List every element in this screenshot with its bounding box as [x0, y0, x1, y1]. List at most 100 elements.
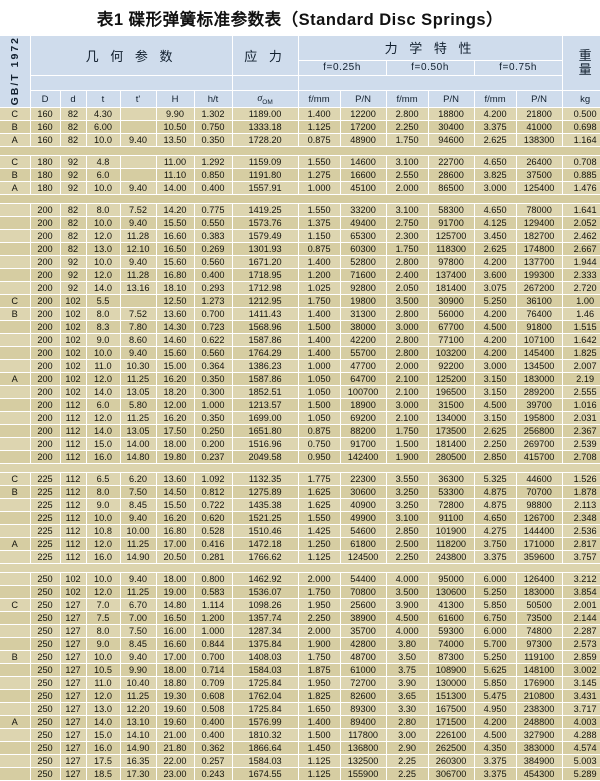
cell-deflection-f-050: 2.100 [386, 372, 429, 387]
cell-deflection-f-075: 3.000 [474, 181, 517, 196]
cell-deflection-f-025: 2.000 [298, 572, 341, 587]
table-row: 250 102 12.0 11.25 19.00 0.583 1536.07 1.750 708… [0, 585, 600, 600]
cell-outer-diameter-D: 200 [30, 255, 61, 270]
cell-thickness-t: 10.0 [86, 181, 121, 196]
cell-load-P-050: 167500 [428, 702, 475, 717]
cell-thickness-t: 6.00 [86, 120, 121, 135]
cell-h-over-t-ratio: 0.250 [194, 424, 233, 439]
standard-label-cell: GB/T 1972 [0, 36, 31, 109]
cell-deflection-f-050: 2.100 [386, 385, 429, 400]
cell-load-P-075: 267200 [516, 281, 563, 296]
cell-deflection-f-075: 3.150 [474, 411, 517, 426]
cell-deflection-f-050: 2.400 [386, 268, 429, 283]
cell-stress-sigma-om: 1472.18 [232, 537, 299, 552]
cell-thickness-t: 12.0 [86, 372, 121, 387]
cell-load-P-025: 38900 [340, 611, 387, 626]
cell-deflection-f-075: 5.325 [474, 472, 517, 487]
cell-h-over-t-ratio: 0.700 [194, 307, 233, 322]
cell-stress-sigma-om: 1557.91 [232, 181, 299, 196]
header-row-columns: D d t t' H h/t σOM f/mm P/N f/mm P/N f/m… [0, 90, 600, 109]
col-header-P-025: P/N [340, 90, 387, 109]
cell-load-P-025: 60300 [340, 242, 387, 257]
cell-deflection-f-075: 2.625 [474, 133, 517, 148]
cell-load-P-075: 199300 [516, 268, 563, 283]
cell-weight-kg: 1.878 [562, 485, 600, 500]
cell-load-P-075: 144400 [516, 524, 563, 539]
cell-weight-kg: 2.817 [562, 537, 600, 552]
cell-deflection-f-050: 1.500 [386, 437, 429, 452]
cell-weight-kg: 1.642 [562, 333, 600, 348]
cell-load-P-025: 64700 [340, 372, 387, 387]
cell-deflection-f-075: 2.250 [474, 437, 517, 452]
cell-deflection-f-025: 1.750 [298, 585, 341, 600]
cell-series-group [0, 333, 31, 348]
cell-thickness-t: 9.0 [86, 498, 121, 513]
table-row: 200 92 10.0 9.40 15.60 0.560 1671.20 1.400 52800… [0, 255, 600, 270]
cell-deflection-f-075: 4.200 [474, 333, 517, 348]
table-row: 200 82 13.0 12.10 16.50 0.269 1301.93 0.875 6030… [0, 242, 600, 257]
cell-deflection-f-075: 2.625 [474, 242, 517, 257]
cell-deflection-f-025: 1.900 [298, 637, 341, 652]
cell-load-P-050: 92200 [428, 359, 475, 374]
table-row-spacer [0, 563, 600, 574]
cell-series-group [0, 281, 31, 296]
header-weight-line2: 量 [578, 61, 592, 77]
cell-h-over-t-ratio: 0.293 [194, 281, 233, 296]
cell-weight-kg: 2.859 [562, 650, 600, 665]
cell-free-height-H: 22.00 [156, 754, 195, 769]
cell-deflection-f-025: 1.125 [298, 550, 341, 565]
cell-reduced-thickness-t-prime: 14.90 [120, 741, 157, 756]
cell-outer-diameter-D: 225 [30, 511, 61, 526]
cell-load-P-075: 171000 [516, 537, 563, 552]
cell-series-group [0, 320, 31, 335]
cell-deflection-f-075: 6.000 [474, 572, 517, 587]
cell-load-P-025: 89300 [340, 702, 387, 717]
cell-deflection-f-075: 5.700 [474, 637, 517, 652]
cell-deflection-f-050: 3.30 [386, 702, 429, 717]
cell-load-P-075: 70700 [516, 485, 563, 500]
cell-load-P-025: 42800 [340, 637, 387, 652]
sigma-subscript: OM [262, 98, 273, 106]
cell-stress-sigma-om: 1408.03 [232, 650, 299, 665]
cell-series-group [0, 424, 31, 439]
cell-deflection-f-050: 1.750 [386, 242, 429, 257]
cell-outer-diameter-D: 180 [30, 181, 61, 196]
cell-thickness-t: 12.0 [86, 268, 121, 283]
cell-reduced-thickness-t-prime: 8.45 [120, 498, 157, 513]
cell-load-P-075: 50500 [516, 598, 563, 613]
col-header-P-050: P/N [428, 90, 475, 109]
cell-reduced-thickness-t-prime: 10.30 [120, 359, 157, 374]
table-row: 250 127 8.0 7.50 16.00 1.000 1287.34 2.000 35700… [0, 624, 600, 639]
cell-load-P-050: 31500 [428, 398, 475, 413]
cell-weight-kg: 2.19 [562, 372, 600, 387]
header-filler-stress [232, 75, 299, 91]
cell-load-P-050: 74000 [428, 637, 475, 652]
cell-h-over-t-ratio: 0.350 [194, 372, 233, 387]
cell-load-P-075: 21800 [516, 107, 563, 122]
cell-series-group: B [0, 485, 31, 500]
cell-load-P-075: 454300 [516, 767, 563, 781]
cell-deflection-f-025: 1.200 [298, 268, 341, 283]
cell-load-P-025: 89400 [340, 715, 387, 730]
cell-series-group [0, 242, 31, 257]
cell-deflection-f-075: 3.450 [474, 229, 517, 244]
cell-deflection-f-075: 4.650 [474, 155, 517, 170]
cell-deflection-f-075: 5.250 [474, 650, 517, 665]
cell-reduced-thickness-t-prime: 7.52 [120, 203, 157, 218]
cell-deflection-f-025: 1.625 [298, 498, 341, 513]
cell-series-group: C [0, 155, 31, 170]
cell-load-P-025: 155900 [340, 767, 387, 781]
cell-thickness-t: 10.0 [86, 650, 121, 665]
cell-load-P-025: 49900 [340, 511, 387, 526]
cell-stress-sigma-om: 1671.20 [232, 255, 299, 270]
cell-load-P-050: 181400 [428, 437, 475, 452]
cell-thickness-t: 7.5 [86, 611, 121, 626]
cell-load-P-050: 58300 [428, 203, 475, 218]
cell-deflection-f-075: 4.875 [474, 498, 517, 513]
cell-load-P-075: 37500 [516, 168, 563, 183]
cell-load-P-025: 40900 [340, 498, 387, 513]
cell-load-P-025: 117800 [340, 728, 387, 743]
cell-inner-diameter-d: 127 [60, 702, 87, 717]
cell-deflection-f-050: 4.000 [386, 572, 429, 587]
cell-reduced-thickness-t-prime: 9.40 [120, 572, 157, 587]
